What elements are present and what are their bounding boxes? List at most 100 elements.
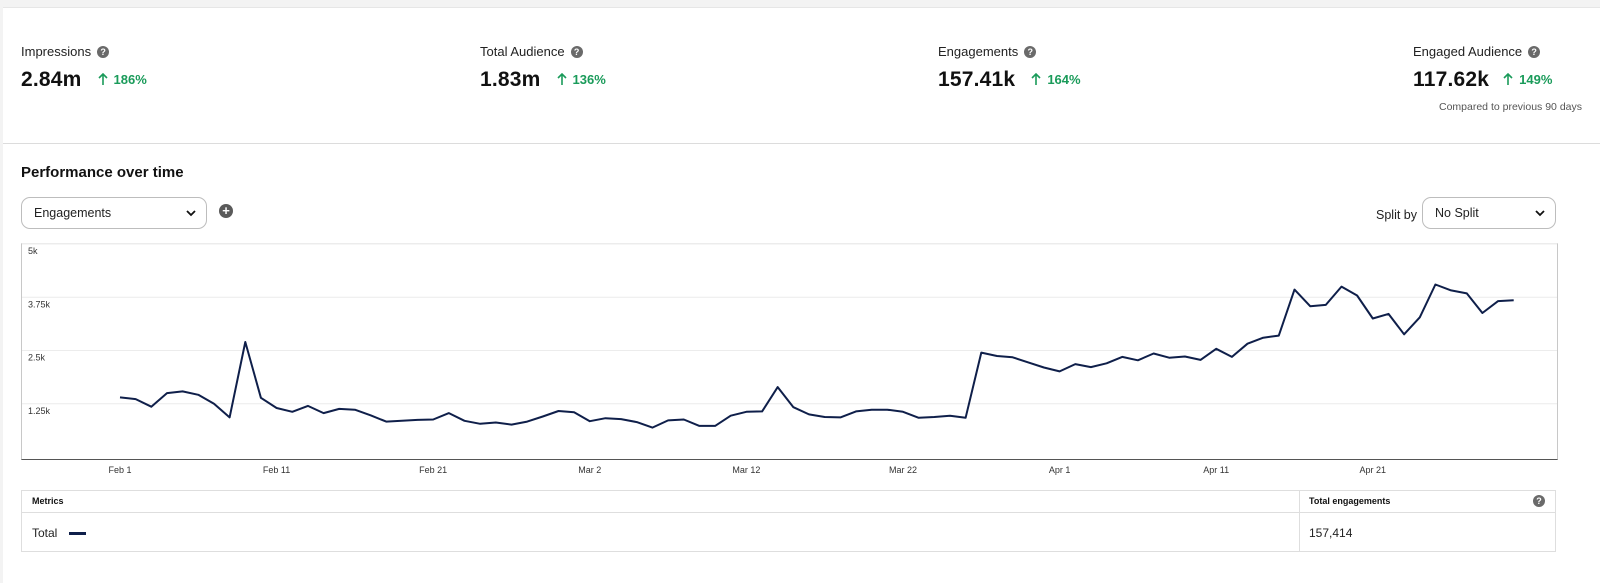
data-point[interactable] bbox=[854, 409, 858, 413]
data-point[interactable] bbox=[870, 408, 874, 412]
data-point[interactable] bbox=[134, 397, 138, 401]
data-point[interactable] bbox=[979, 351, 983, 355]
data-point[interactable] bbox=[744, 410, 748, 414]
data-point[interactable] bbox=[1058, 369, 1062, 373]
data-point[interactable] bbox=[1324, 303, 1328, 307]
data-point[interactable] bbox=[1496, 299, 1500, 303]
data-point[interactable] bbox=[416, 418, 420, 422]
data-point[interactable] bbox=[1465, 291, 1469, 295]
data-point[interactable] bbox=[431, 418, 435, 422]
metric-select[interactable]: Engagements bbox=[21, 197, 207, 229]
data-point[interactable] bbox=[1355, 294, 1359, 298]
arrow-up-icon bbox=[1031, 73, 1041, 85]
data-point[interactable] bbox=[1261, 336, 1265, 340]
data-point[interactable] bbox=[650, 426, 654, 430]
data-point[interactable] bbox=[181, 389, 185, 393]
data-point[interactable] bbox=[838, 415, 842, 419]
data-point[interactable] bbox=[729, 414, 733, 418]
data-point[interactable] bbox=[525, 420, 529, 424]
question-circle-icon[interactable]: ? bbox=[1528, 45, 1541, 58]
data-point[interactable] bbox=[1246, 342, 1250, 346]
data-point[interactable] bbox=[478, 422, 482, 426]
data-point[interactable] bbox=[807, 412, 811, 416]
data-point[interactable] bbox=[212, 402, 216, 406]
data-point[interactable] bbox=[1214, 347, 1218, 351]
data-point[interactable] bbox=[196, 393, 200, 397]
data-point[interactable] bbox=[290, 410, 294, 414]
data-point[interactable] bbox=[1308, 304, 1312, 308]
question-circle-icon[interactable]: ? bbox=[1024, 45, 1037, 58]
data-point[interactable] bbox=[791, 405, 795, 409]
data-point[interactable] bbox=[619, 417, 623, 421]
data-point[interactable] bbox=[823, 415, 827, 419]
data-point[interactable] bbox=[1449, 288, 1453, 292]
data-point[interactable] bbox=[1042, 366, 1046, 370]
data-point[interactable] bbox=[322, 411, 326, 415]
data-point[interactable] bbox=[369, 413, 373, 417]
data-point[interactable] bbox=[118, 395, 122, 399]
data-point[interactable] bbox=[1371, 317, 1375, 321]
data-point[interactable] bbox=[228, 415, 232, 419]
question-circle-icon[interactable]: ? bbox=[1533, 495, 1545, 507]
data-point[interactable] bbox=[1152, 352, 1156, 356]
data-point[interactable] bbox=[1387, 312, 1391, 316]
data-point[interactable] bbox=[400, 419, 404, 423]
data-point[interactable] bbox=[1089, 365, 1093, 369]
data-point[interactable] bbox=[337, 407, 341, 411]
question-circle-icon[interactable]: ? bbox=[570, 45, 583, 58]
data-point[interactable] bbox=[1026, 360, 1030, 364]
data-point[interactable] bbox=[964, 416, 968, 420]
data-point[interactable] bbox=[932, 415, 936, 419]
data-point[interactable] bbox=[243, 340, 247, 344]
data-point[interactable] bbox=[1433, 283, 1437, 287]
data-point[interactable] bbox=[275, 406, 279, 410]
data-point[interactable] bbox=[1293, 288, 1297, 292]
data-point[interactable] bbox=[1167, 356, 1171, 360]
data-point[interactable] bbox=[697, 424, 701, 428]
data-point[interactable] bbox=[666, 418, 670, 422]
data-point[interactable] bbox=[604, 416, 608, 420]
data-point[interactable] bbox=[1340, 285, 1344, 289]
data-point[interactable] bbox=[1230, 355, 1234, 359]
data-point[interactable] bbox=[447, 411, 451, 415]
data-point[interactable] bbox=[635, 420, 639, 424]
data-point[interactable] bbox=[353, 408, 357, 412]
data-point[interactable] bbox=[541, 415, 545, 419]
data-point[interactable] bbox=[384, 420, 388, 424]
data-point[interactable] bbox=[494, 421, 498, 425]
data-point[interactable] bbox=[1183, 355, 1187, 359]
question-circle-icon[interactable]: ? bbox=[97, 45, 110, 58]
data-point[interactable] bbox=[1199, 358, 1203, 362]
data-point[interactable] bbox=[572, 410, 576, 414]
data-point[interactable] bbox=[1402, 332, 1406, 336]
data-point[interactable] bbox=[1073, 362, 1077, 366]
data-point[interactable] bbox=[1120, 355, 1124, 359]
split-select[interactable]: No Split bbox=[1422, 197, 1556, 229]
data-point[interactable] bbox=[557, 409, 561, 413]
data-point[interactable] bbox=[165, 391, 169, 395]
data-point[interactable] bbox=[1136, 358, 1140, 362]
data-point[interactable] bbox=[995, 354, 999, 358]
data-point[interactable] bbox=[1011, 355, 1015, 359]
data-point[interactable] bbox=[885, 408, 889, 412]
data-point[interactable] bbox=[259, 396, 263, 400]
data-point[interactable] bbox=[713, 424, 717, 428]
data-point[interactable] bbox=[1418, 315, 1422, 319]
data-point[interactable] bbox=[588, 419, 592, 423]
data-point[interactable] bbox=[1105, 361, 1109, 365]
data-point[interactable] bbox=[463, 419, 467, 423]
x-tick-label: Apr 11 bbox=[1203, 465, 1229, 475]
data-point[interactable] bbox=[948, 414, 952, 418]
plus-circle-icon[interactable]: + bbox=[219, 204, 233, 218]
data-point[interactable] bbox=[760, 409, 764, 413]
data-point[interactable] bbox=[510, 423, 514, 427]
data-point[interactable] bbox=[1480, 311, 1484, 315]
data-point[interactable] bbox=[776, 385, 780, 389]
data-point[interactable] bbox=[149, 405, 153, 409]
data-point[interactable] bbox=[1512, 298, 1516, 302]
data-point[interactable] bbox=[306, 404, 310, 408]
data-point[interactable] bbox=[917, 416, 921, 420]
data-point[interactable] bbox=[901, 410, 905, 414]
data-point[interactable] bbox=[1277, 334, 1281, 338]
data-point[interactable] bbox=[682, 418, 686, 422]
